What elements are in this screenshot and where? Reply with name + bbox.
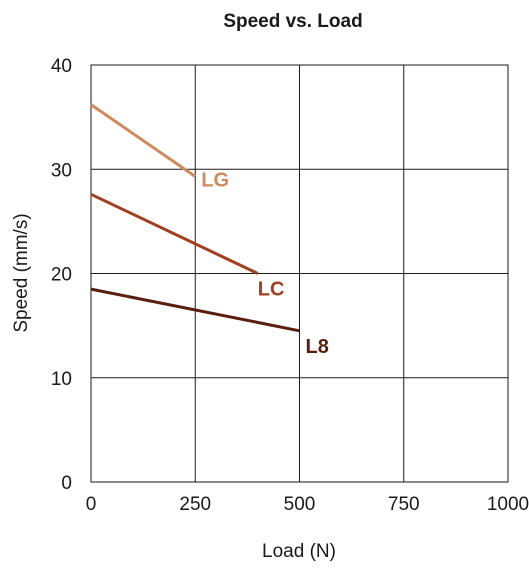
y-tick-label: 0 [61, 473, 72, 494]
x-tick-label: 250 [179, 494, 211, 515]
y-axis-label: Speed (mm/s) [11, 213, 32, 332]
y-tick-label: 30 [51, 160, 72, 181]
x-tick-label: 750 [388, 494, 420, 515]
y-tick-label: 40 [51, 56, 72, 77]
x-tick-label: 1000 [487, 494, 529, 515]
series-label-l8: L8 [306, 336, 329, 358]
x-tick-label: 0 [86, 494, 97, 515]
series-labels: LG LC L8 [201, 170, 329, 358]
x-axis-label: Load (N) [262, 541, 336, 562]
tick-labels: 0 250 500 750 1000 0 10 20 30 40 [51, 56, 529, 515]
series-label-lg: LG [201, 170, 229, 192]
series-label-lc: LC [258, 279, 285, 301]
y-tick-label: 10 [51, 369, 72, 390]
series-line-lg [90, 103, 197, 178]
series-lines [90, 103, 300, 333]
chart-title: Speed vs. Load [223, 11, 362, 32]
series-line-lc [90, 192, 259, 275]
plot-area-frame [90, 64, 509, 483]
series-line-l8 [90, 287, 300, 333]
grid [90, 64, 509, 483]
x-tick-label: 500 [284, 494, 316, 515]
y-tick-label: 20 [51, 265, 72, 286]
